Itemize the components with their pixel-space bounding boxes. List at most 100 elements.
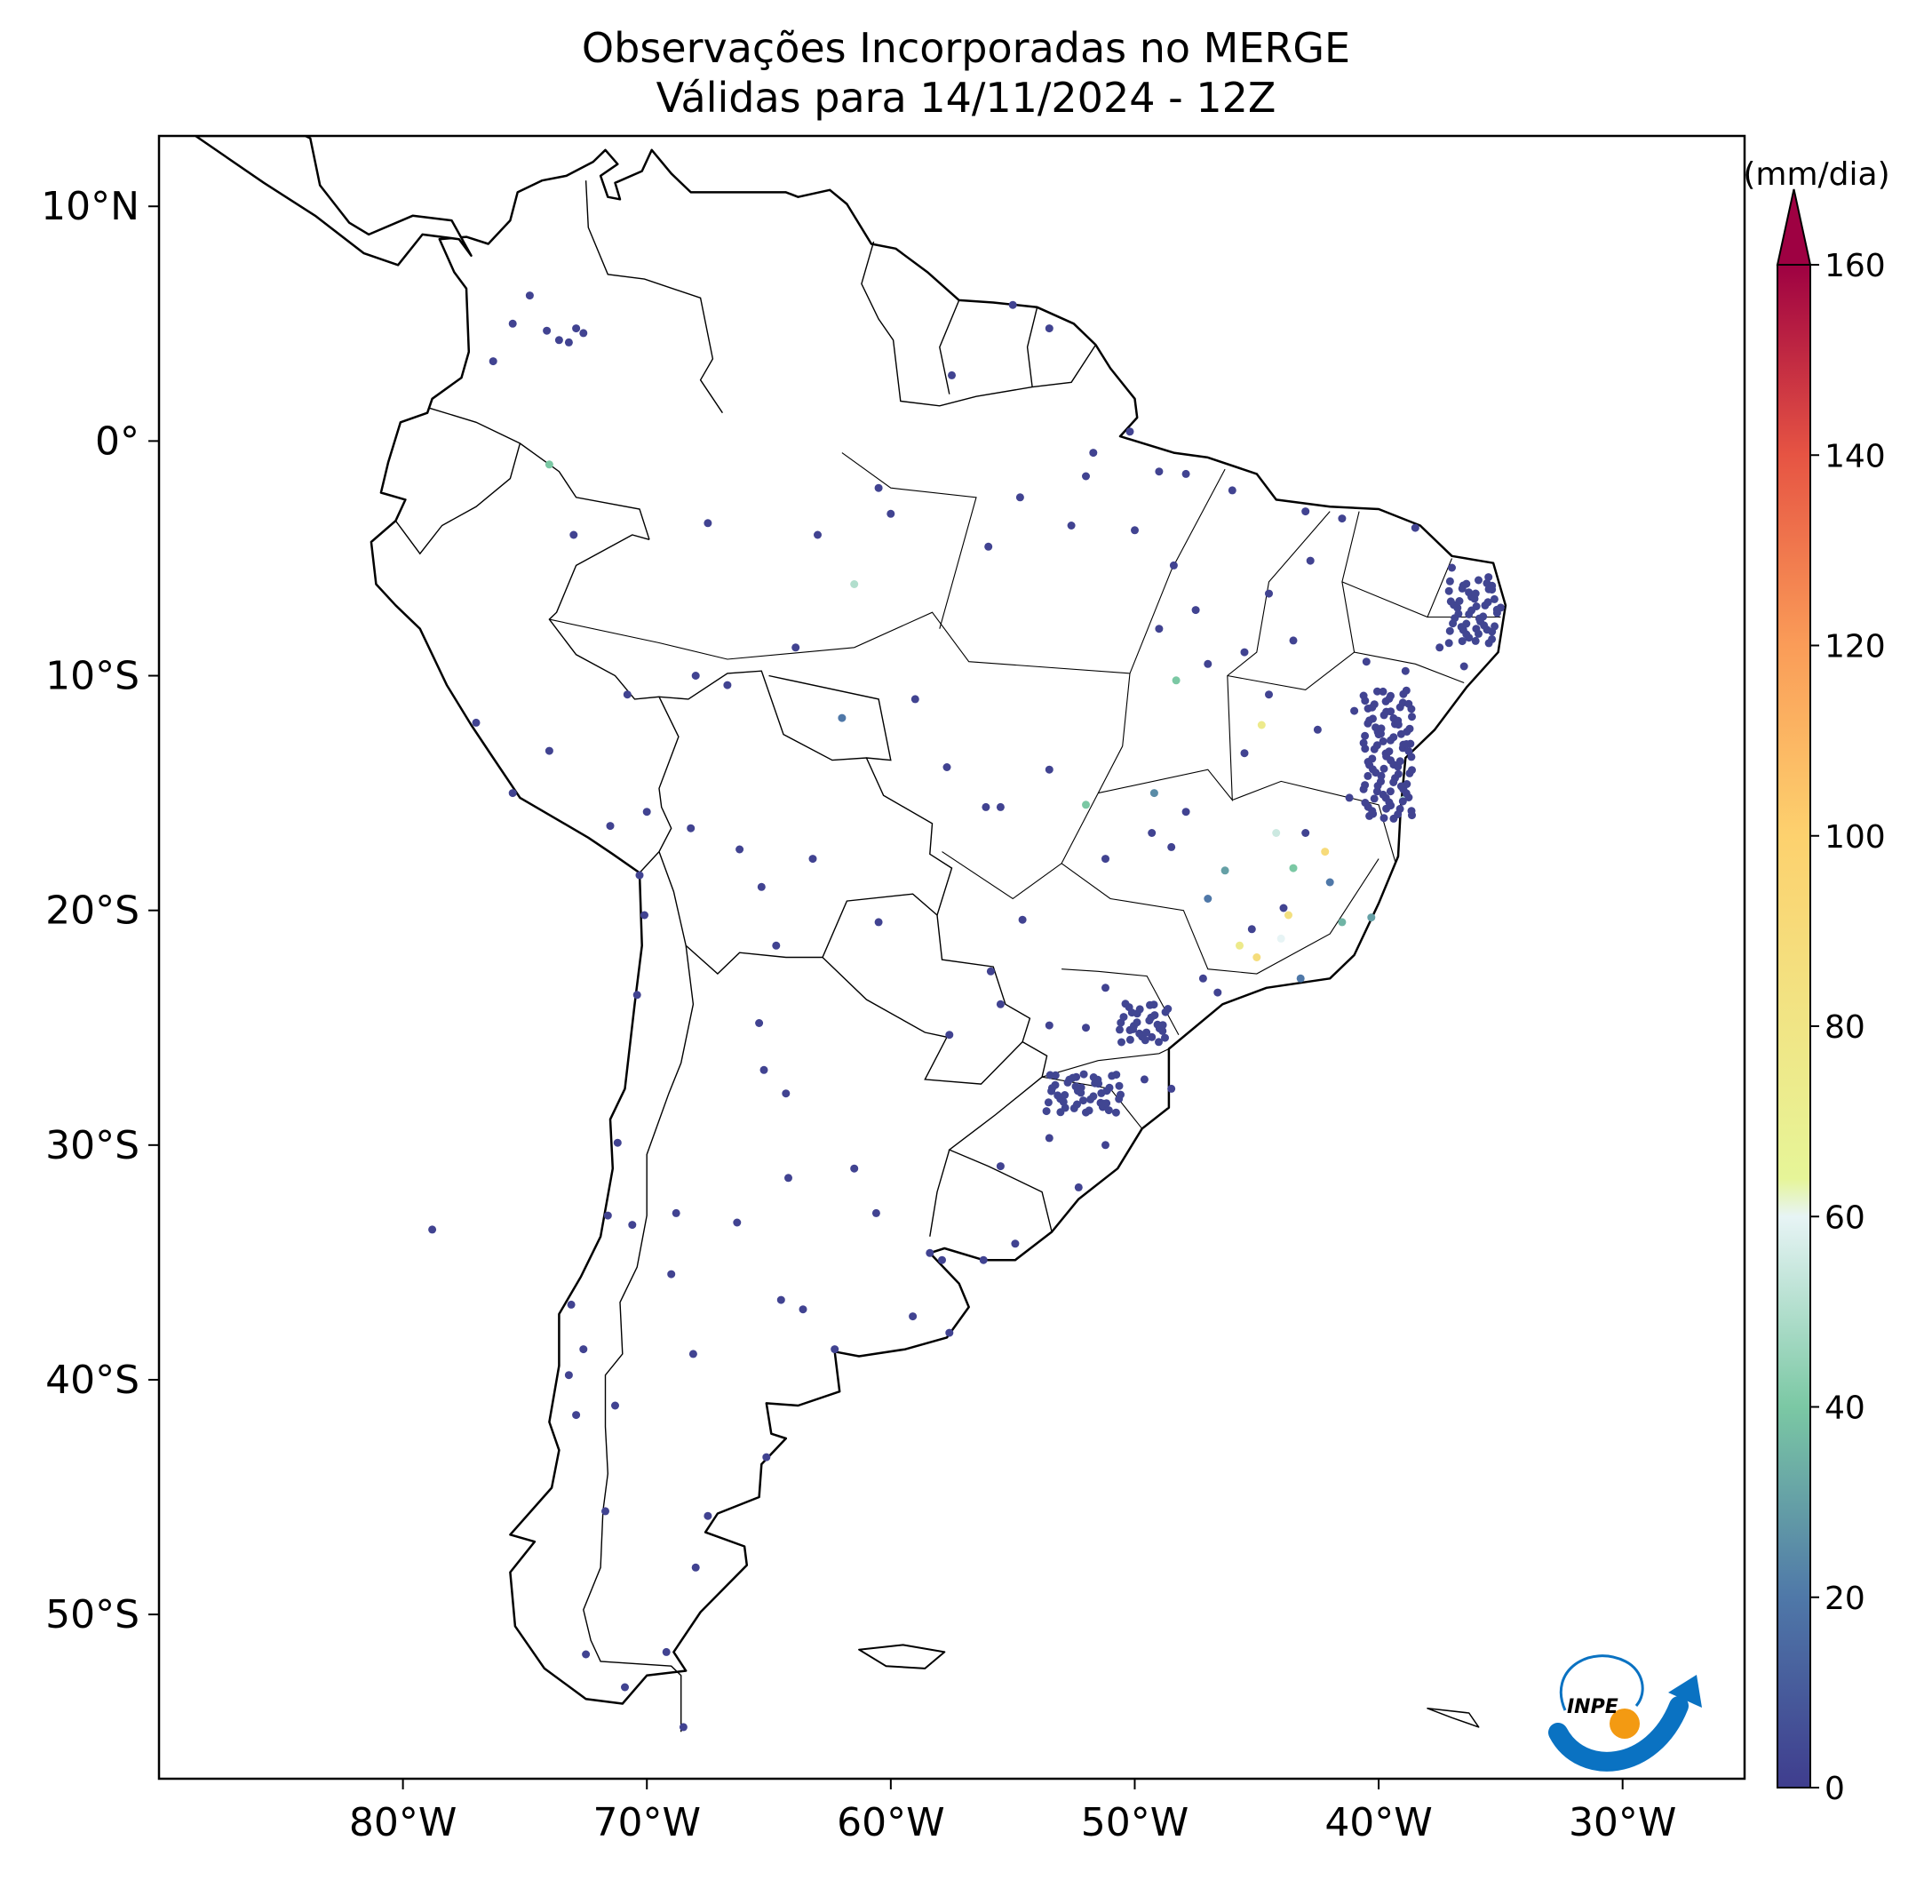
station-dot bbox=[1265, 589, 1273, 598]
station-dot bbox=[564, 1371, 573, 1380]
station-dot bbox=[984, 542, 993, 551]
station-dot bbox=[784, 1174, 792, 1183]
station-dot bbox=[874, 918, 883, 927]
station-dot bbox=[1045, 324, 1053, 333]
map-frame bbox=[157, 134, 1746, 1781]
station-dot bbox=[579, 329, 588, 338]
station-dot bbox=[1051, 1080, 1060, 1089]
station-dot bbox=[1079, 1070, 1088, 1079]
station-dot bbox=[1379, 687, 1387, 696]
station-dot bbox=[1073, 1100, 1081, 1109]
station-dot bbox=[1247, 925, 1256, 934]
station-dot bbox=[1387, 707, 1395, 716]
country-border bbox=[1041, 1048, 1170, 1078]
colorbar-ticks: 0 20 40 60 80 100 120 140 160 bbox=[1810, 248, 1886, 1807]
colorbar-tick-label: 20 bbox=[1825, 1581, 1865, 1617]
station-dot bbox=[1140, 1075, 1149, 1084]
station-dot bbox=[704, 1511, 712, 1520]
station-dot bbox=[1101, 855, 1109, 864]
station-dot bbox=[1387, 756, 1395, 765]
station-dot bbox=[1289, 864, 1298, 872]
station-dot bbox=[926, 1248, 934, 1257]
station-dot bbox=[1117, 1090, 1125, 1099]
station-dot bbox=[672, 1208, 680, 1217]
station-dot bbox=[1395, 757, 1404, 766]
station-dot bbox=[1459, 662, 1468, 671]
station-dot bbox=[1385, 747, 1394, 756]
lon-tick-label: 50°W bbox=[1081, 1800, 1189, 1845]
map-title: Observações Incorporadas no MERGE Válida… bbox=[0, 23, 1932, 123]
station-dot bbox=[1462, 579, 1471, 588]
inpe-logo-text: INPE bbox=[1567, 1696, 1618, 1718]
country-border bbox=[942, 673, 1131, 900]
station-dot bbox=[691, 672, 700, 680]
station-dot bbox=[1480, 621, 1489, 630]
station-dot bbox=[1265, 690, 1273, 699]
station-dot bbox=[1105, 1083, 1114, 1092]
map-area bbox=[194, 136, 1507, 1733]
station-dot bbox=[1471, 636, 1480, 645]
station-dot bbox=[838, 713, 847, 722]
station-dot bbox=[1444, 639, 1453, 648]
station-dot bbox=[1359, 691, 1368, 700]
station-dot bbox=[1042, 1107, 1051, 1116]
country-border bbox=[841, 452, 977, 629]
latitude-axis: 10°N 0° 10°S 20°S 30°S 40°S 50°S bbox=[41, 184, 159, 1637]
station-dot bbox=[1408, 766, 1416, 775]
station-dot bbox=[1089, 449, 1098, 458]
station-dot bbox=[1082, 1024, 1090, 1032]
station-dot bbox=[733, 1218, 742, 1227]
station-dot bbox=[1362, 657, 1371, 666]
falkland-islands bbox=[858, 1644, 946, 1669]
colorbar-unit-label: (mm/dia) bbox=[1743, 156, 1889, 193]
country-border bbox=[548, 534, 680, 873]
station-dot bbox=[1407, 807, 1416, 816]
lon-tick-label: 70°W bbox=[592, 1800, 701, 1845]
station-dot bbox=[1370, 794, 1379, 803]
station-dot bbox=[1011, 1239, 1020, 1248]
station-dot bbox=[679, 1723, 688, 1732]
station-dot bbox=[1067, 522, 1076, 530]
station-dot bbox=[1454, 609, 1463, 618]
station-dot bbox=[691, 1563, 700, 1572]
station-dot bbox=[1462, 619, 1471, 628]
station-dot bbox=[545, 746, 553, 755]
station-dot bbox=[982, 802, 990, 811]
station-dot bbox=[543, 326, 552, 335]
colorbar: (mm/dia) 0 20 40 60 80 100 120 140 160 bbox=[1743, 156, 1889, 1807]
station-dot bbox=[762, 1453, 771, 1462]
station-dot bbox=[611, 1401, 619, 1410]
station-dot bbox=[1240, 749, 1249, 758]
station-dot bbox=[1401, 666, 1410, 675]
station-dot bbox=[886, 509, 895, 518]
country-border bbox=[583, 945, 695, 1733]
station-dot bbox=[1167, 1084, 1176, 1093]
colorbar-tick-label: 120 bbox=[1825, 629, 1886, 665]
lon-tick-label: 30°W bbox=[1569, 1800, 1677, 1845]
station-dot bbox=[1471, 589, 1480, 598]
station-dot bbox=[1370, 700, 1379, 709]
colorbar-tick-label: 100 bbox=[1825, 819, 1886, 856]
station-dot bbox=[606, 822, 615, 831]
station-dot bbox=[1112, 1071, 1121, 1079]
station-dot bbox=[782, 1089, 791, 1098]
land-borders bbox=[194, 136, 1507, 1733]
station-dot bbox=[1402, 740, 1411, 748]
station-dot bbox=[1135, 1005, 1144, 1014]
south-georgia-island bbox=[1427, 1708, 1480, 1728]
station-dot bbox=[1015, 493, 1024, 502]
station-dot bbox=[1364, 771, 1372, 780]
station-dot bbox=[1135, 1029, 1144, 1038]
lat-tick-label: 50°S bbox=[45, 1592, 139, 1637]
station-dot bbox=[1141, 1036, 1149, 1045]
station-dot bbox=[979, 1255, 988, 1264]
map-title-line1: Observações Incorporadas no MERGE bbox=[581, 24, 1351, 72]
station-dot bbox=[1044, 1098, 1053, 1107]
station-dot bbox=[945, 1328, 954, 1337]
station-dot bbox=[1204, 895, 1212, 903]
station-dot bbox=[1093, 1075, 1102, 1084]
lon-tick-label: 80°W bbox=[349, 1800, 457, 1845]
station-dot bbox=[1405, 724, 1414, 733]
station-dot bbox=[938, 1255, 946, 1264]
station-dot bbox=[1101, 1141, 1109, 1150]
